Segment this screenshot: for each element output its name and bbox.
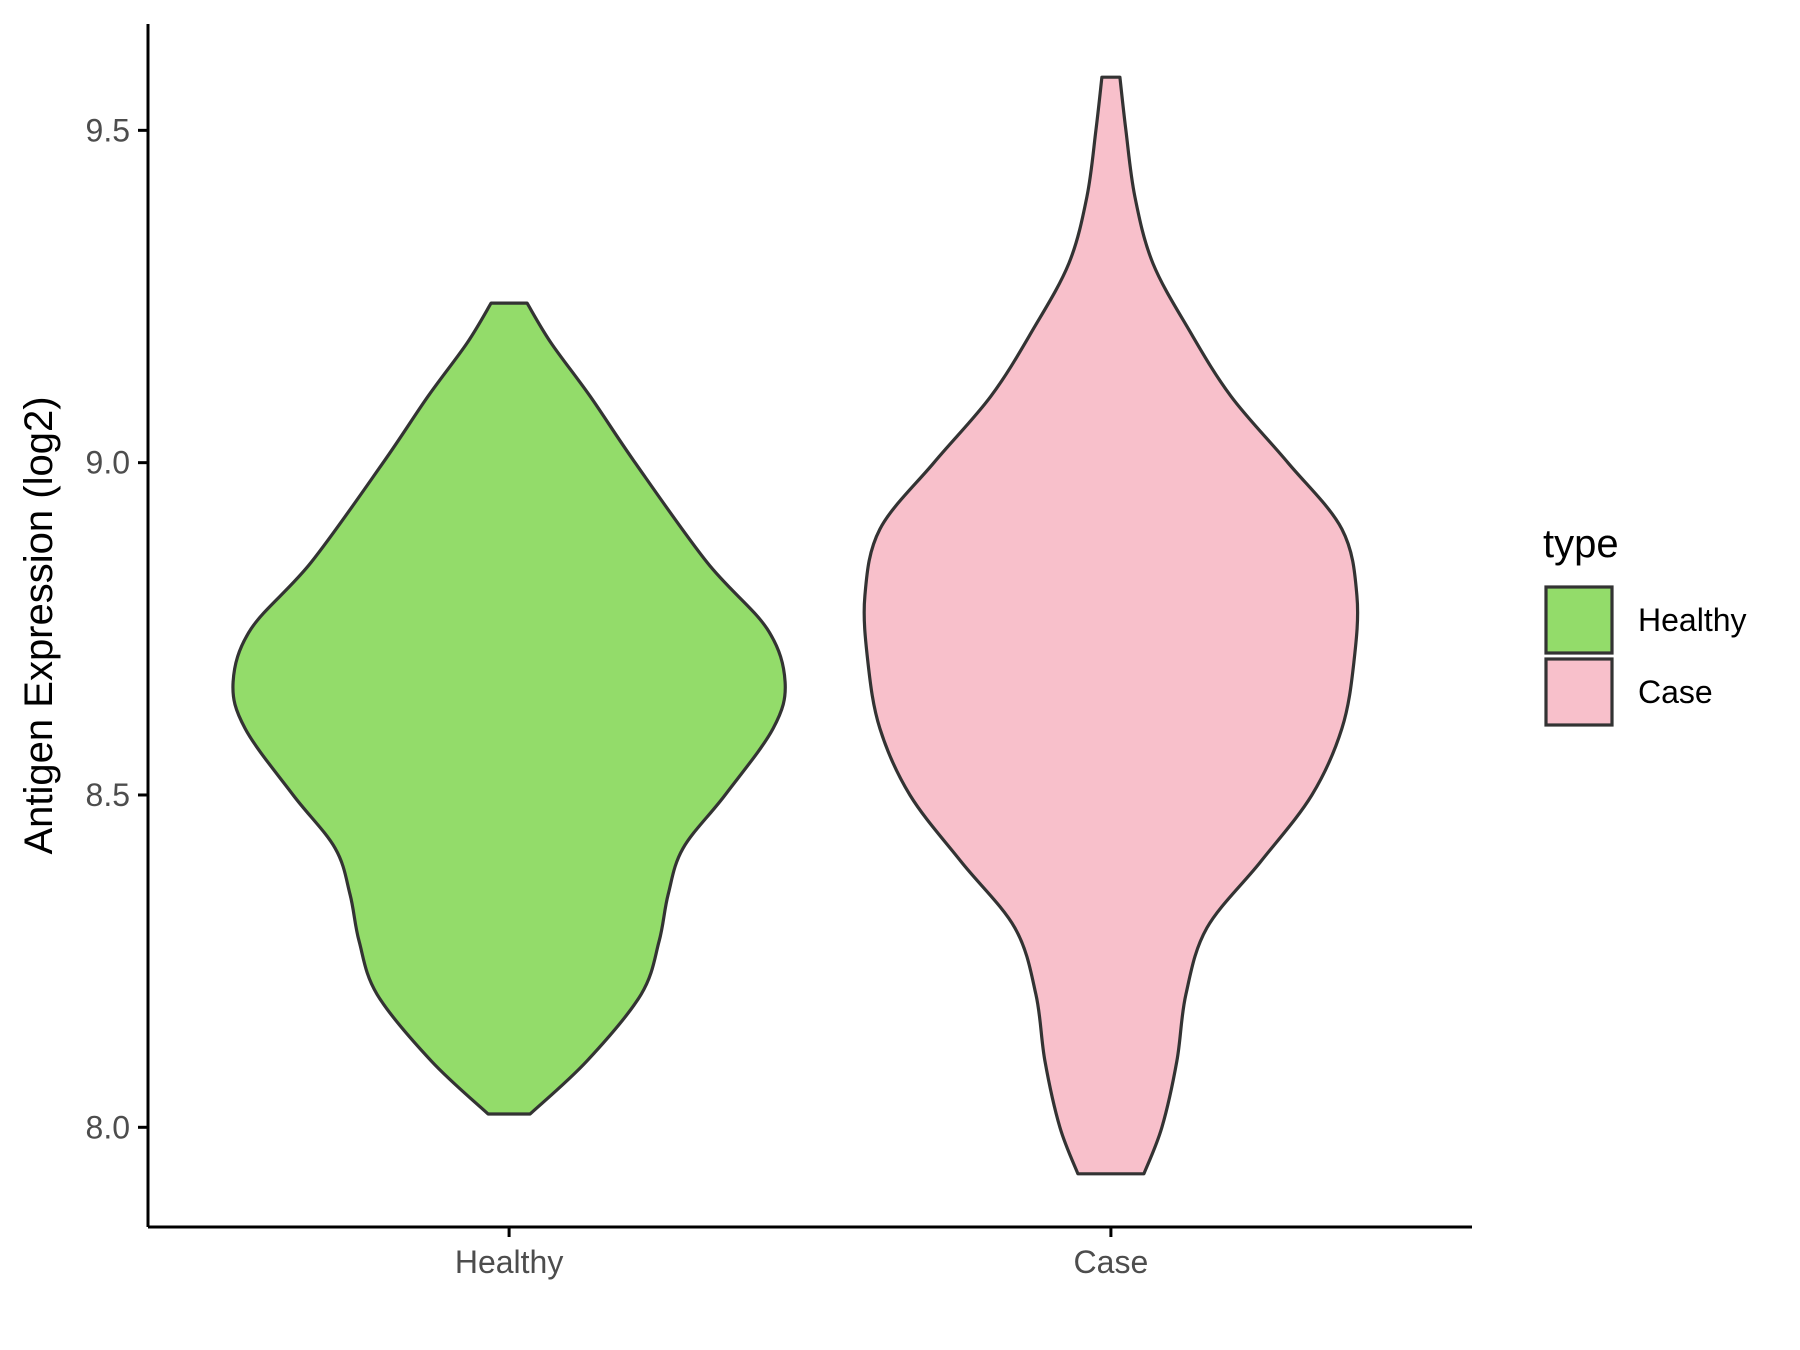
axes: 8.0 8.5 9.0 9.5 Healthy Case	[86, 24, 1472, 1280]
violin-case	[862, 75, 1360, 1176]
legend-label-healthy: Healthy	[1638, 602, 1747, 638]
x-tick-label: Healthy	[455, 1244, 564, 1280]
violin-healthy	[231, 301, 787, 1116]
y-axis-title: Antigen Expression (log2)	[17, 396, 61, 854]
y-tick-label: 8.0	[86, 1109, 130, 1145]
x-tick-label: Case	[1074, 1244, 1149, 1280]
legend-items: Healthy Case	[1544, 585, 1747, 727]
violin-layer	[231, 75, 1360, 1176]
legend-title: type	[1543, 522, 1619, 566]
x-ticks: Healthy Case	[455, 1227, 1148, 1280]
y-tick-label: 8.5	[86, 777, 130, 813]
y-tick-label: 9.5	[86, 112, 130, 148]
legend: type Healthy Case	[1543, 522, 1747, 727]
y-tick-label: 9.0	[86, 445, 130, 481]
legend-swatch-case	[1544, 657, 1614, 727]
legend-label-case: Case	[1638, 674, 1713, 710]
y-ticks: 8.0 8.5 9.0 9.5	[86, 112, 148, 1145]
legend-swatch-healthy	[1544, 585, 1614, 655]
